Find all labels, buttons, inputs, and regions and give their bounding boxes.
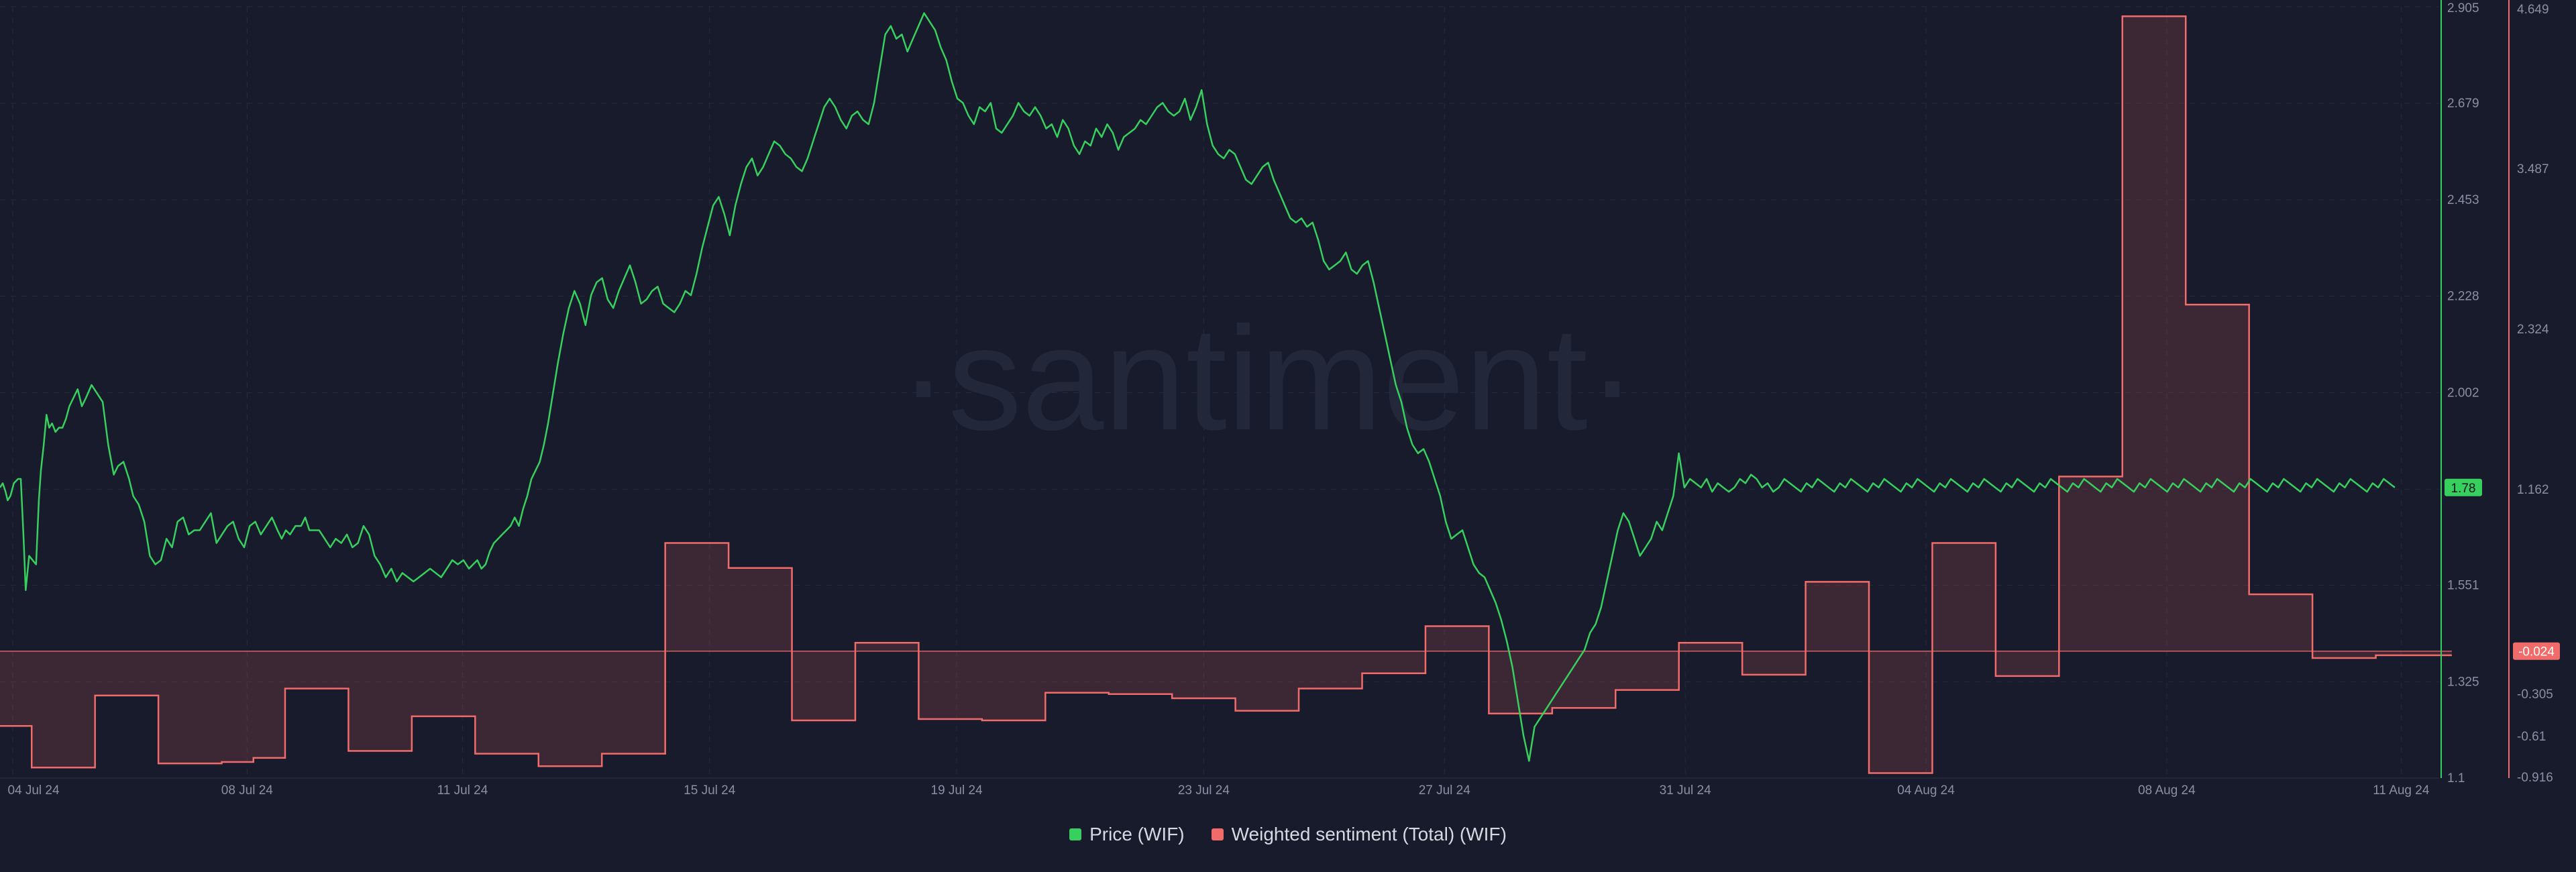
y-tick-price: 1.551 <box>2447 579 2479 593</box>
price-line <box>0 12 2396 762</box>
y-axis-sentiment: 4.649 3.487 2.324 1.162 -0.305 -0.61 -0.916 <box>2517 3 2553 785</box>
x-tick-label: 04 Aug 24 <box>1897 783 1955 798</box>
price-current-label: 1.78 <box>2451 482 2476 496</box>
legend-item-price[interactable]: Price (WIF) <box>1069 824 1185 845</box>
x-tick-label: 15 Jul 24 <box>684 783 736 798</box>
x-tick-label: 11 Jul 24 <box>437 783 488 798</box>
x-tick-label: 23 Jul 24 <box>1178 783 1230 798</box>
legend-label-price: Price (WIF) <box>1089 824 1185 844</box>
y-tick-sentiment: 2.324 <box>2517 323 2549 337</box>
y-tick-price: 1.1 <box>2447 771 2465 785</box>
current-value-labels: 1.78 -0.024 <box>2445 478 2560 660</box>
y-tick-price: 1.325 <box>2447 675 2479 690</box>
y-tick-sentiment: 3.487 <box>2517 162 2549 176</box>
sentiment-current-badge <box>2513 642 2560 660</box>
sentiment-current-label: -0.024 <box>2518 645 2555 659</box>
y-tick-price: 2.002 <box>2447 386 2479 400</box>
sentiment-line <box>0 15 2452 774</box>
legend-item-sentiment[interactable]: Weighted sentiment (Total) (WIF) <box>1211 824 1507 845</box>
sentiment-area-fill <box>0 16 2452 773</box>
x-tick-label: 11 Aug 24 <box>2373 783 2430 798</box>
sentiment-series <box>0 15 2452 774</box>
watermark: ·santiment· <box>899 296 1637 461</box>
y-tick-price: 2.228 <box>2447 289 2479 303</box>
legend-swatch-price <box>1069 828 1082 840</box>
y-tick-price: 2.905 <box>2447 1 2479 15</box>
y-tick-sentiment: -0.916 <box>2517 771 2553 785</box>
x-tick-label: 27 Jul 24 <box>1419 783 1471 798</box>
y-tick-sentiment: -0.61 <box>2517 730 2546 744</box>
legend: Price (WIF) Weighted sentiment (Total) (… <box>0 824 2576 845</box>
legend-label-sentiment: Weighted sentiment (Total) (WIF) <box>1231 824 1507 844</box>
x-tick-label: 31 Jul 24 <box>1660 783 1712 798</box>
price-current-badge <box>2445 478 2482 496</box>
x-tick-label: 19 Jul 24 <box>931 783 983 798</box>
x-tick-label: 08 Jul 24 <box>221 783 274 798</box>
legend-swatch-sentiment <box>1211 828 1224 840</box>
y-tick-sentiment: 4.649 <box>2517 3 2549 17</box>
y-tick-price: 2.679 <box>2447 97 2479 111</box>
x-tick-label: 08 Aug 24 <box>2138 783 2196 798</box>
y-tick-sentiment: -0.305 <box>2517 688 2553 702</box>
x-axis-ticks: 04 Jul 24 08 Jul 24 11 Jul 24 15 Jul 24 19 J… <box>7 783 2429 798</box>
y-tick-price: 2.453 <box>2447 193 2479 207</box>
axes <box>0 0 2510 779</box>
y-tick-sentiment: 1.162 <box>2517 483 2549 497</box>
x-tick-label: 04 Jul 24 <box>7 783 60 798</box>
price-series <box>0 12 2396 762</box>
